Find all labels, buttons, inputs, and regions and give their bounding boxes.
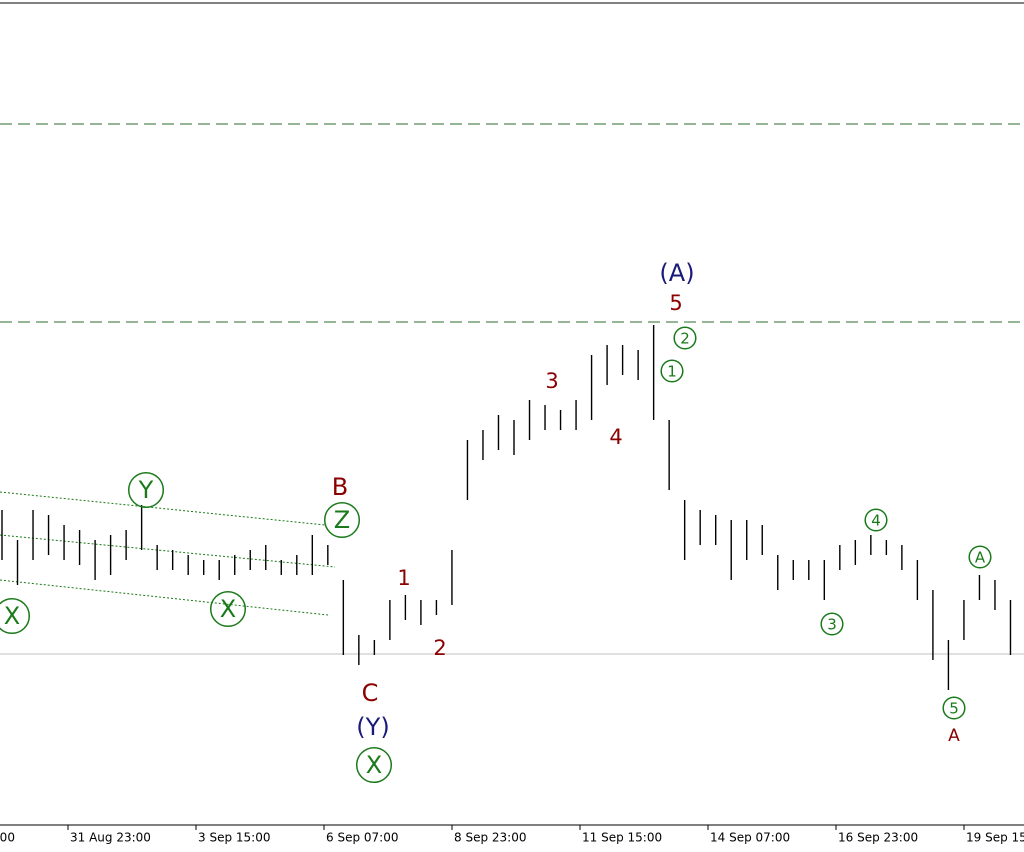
wave-label: 3 bbox=[827, 616, 837, 634]
x-tick-label: 6 Sep 07:00 bbox=[326, 831, 398, 845]
x-tick-label: 14 Sep 07:00 bbox=[710, 831, 790, 845]
wave-circle bbox=[660, 359, 684, 383]
channel-lines bbox=[0, 491, 336, 616]
wave-circle bbox=[323, 501, 361, 539]
wave-label: B bbox=[332, 473, 348, 501]
wave-circle bbox=[355, 746, 393, 784]
wave-label: 1 bbox=[397, 566, 410, 590]
wave-label: Y bbox=[138, 476, 154, 504]
channel-line bbox=[0, 579, 329, 616]
wave-label: (Y) bbox=[356, 713, 389, 741]
wave-circle bbox=[209, 590, 247, 628]
wave-circle bbox=[942, 696, 966, 720]
wave-label: 1 bbox=[667, 363, 677, 381]
wave-label: (A) bbox=[659, 259, 694, 287]
wave-label: X bbox=[220, 595, 236, 623]
x-tick-label: 31 Aug 23:00 bbox=[70, 831, 151, 845]
x-tick-label: 7:00 bbox=[0, 831, 15, 845]
wave-label: 2 bbox=[680, 330, 690, 348]
wave-label: Z bbox=[334, 506, 350, 534]
wave-label: X bbox=[366, 751, 382, 779]
wave-label: 2 bbox=[433, 636, 446, 660]
channel-line bbox=[0, 491, 326, 526]
x-tick-label: 11 Sep 15:00 bbox=[582, 831, 662, 845]
wave-label: 4 bbox=[609, 425, 622, 449]
wave-circle bbox=[968, 545, 992, 569]
wave-label: X bbox=[4, 602, 20, 630]
wave-label: 4 bbox=[871, 512, 881, 530]
x-tick-label: 3 Sep 15:00 bbox=[198, 831, 270, 845]
wave-label: 5 bbox=[949, 700, 959, 718]
wave-label: 5 bbox=[669, 291, 682, 315]
wave-circle bbox=[864, 508, 888, 532]
wave-label: 3 bbox=[545, 369, 558, 393]
x-tick-label: 16 Sep 23:00 bbox=[838, 831, 918, 845]
wave-label: A bbox=[975, 549, 986, 567]
wave-circle bbox=[673, 326, 697, 350]
wave-circle bbox=[820, 612, 844, 636]
x-tick-label: 19 Sep 15 bbox=[966, 831, 1024, 845]
wave-circle bbox=[0, 597, 31, 635]
wave-circle bbox=[127, 471, 165, 509]
wave-label: C bbox=[362, 679, 379, 707]
wave-label: A bbox=[948, 726, 960, 746]
channel-line bbox=[0, 534, 336, 568]
x-tick-label: 8 Sep 23:00 bbox=[454, 831, 526, 845]
